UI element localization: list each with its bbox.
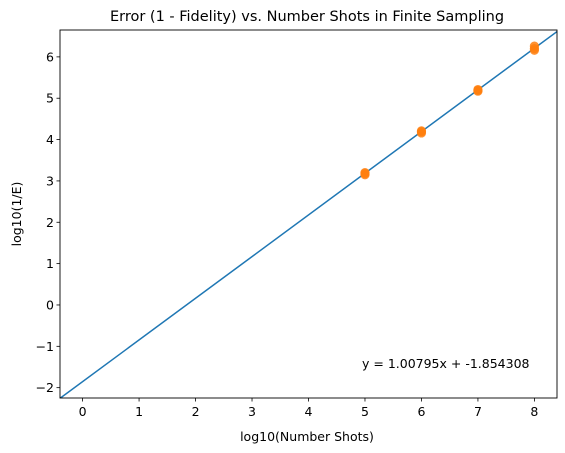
x-tick-label: 8 — [530, 404, 538, 419]
y-tick-label: 0 — [46, 297, 54, 312]
data-point — [529, 44, 540, 54]
x-tick-label: 3 — [248, 404, 256, 419]
y-tick-label: 4 — [46, 132, 54, 147]
y-tick-label: 3 — [46, 173, 54, 188]
fit-equation-annotation: y = 1.00795x + -1.854308 — [362, 356, 530, 371]
x-tick-label: 6 — [417, 404, 425, 419]
x-axis-ticks: 0 1 2 3 4 5 6 7 8 — [79, 398, 538, 419]
x-tick-label: 4 — [305, 404, 313, 419]
data-point — [360, 168, 370, 179]
y-tick-label: 6 — [46, 49, 54, 64]
x-tick-label: 7 — [474, 404, 482, 419]
chart-title: Error (1 - Fidelity) vs. Number Shots in… — [110, 9, 504, 25]
y-tick-label: −2 — [36, 380, 54, 395]
x-tick-label: 5 — [361, 404, 369, 419]
x-tick-label: 1 — [135, 404, 143, 419]
data-point — [416, 127, 427, 137]
fit-line — [60, 30, 557, 398]
y-axis-ticks: −2 −1 0 1 2 3 4 5 6 — [36, 49, 60, 395]
data-points — [360, 41, 540, 180]
y-tick-label: 1 — [46, 256, 54, 271]
x-tick-label: 0 — [79, 404, 87, 419]
y-tick-label: 5 — [46, 91, 54, 106]
plot-frame — [59, 29, 558, 399]
y-axis-label: log10(1/E) — [9, 182, 24, 247]
data-point — [473, 85, 483, 95]
x-axis-label: log10(Number Shots) — [240, 429, 374, 444]
y-tick-label: 2 — [46, 215, 54, 230]
y-tick-label: −1 — [36, 339, 54, 354]
x-tick-label: 2 — [192, 404, 200, 419]
